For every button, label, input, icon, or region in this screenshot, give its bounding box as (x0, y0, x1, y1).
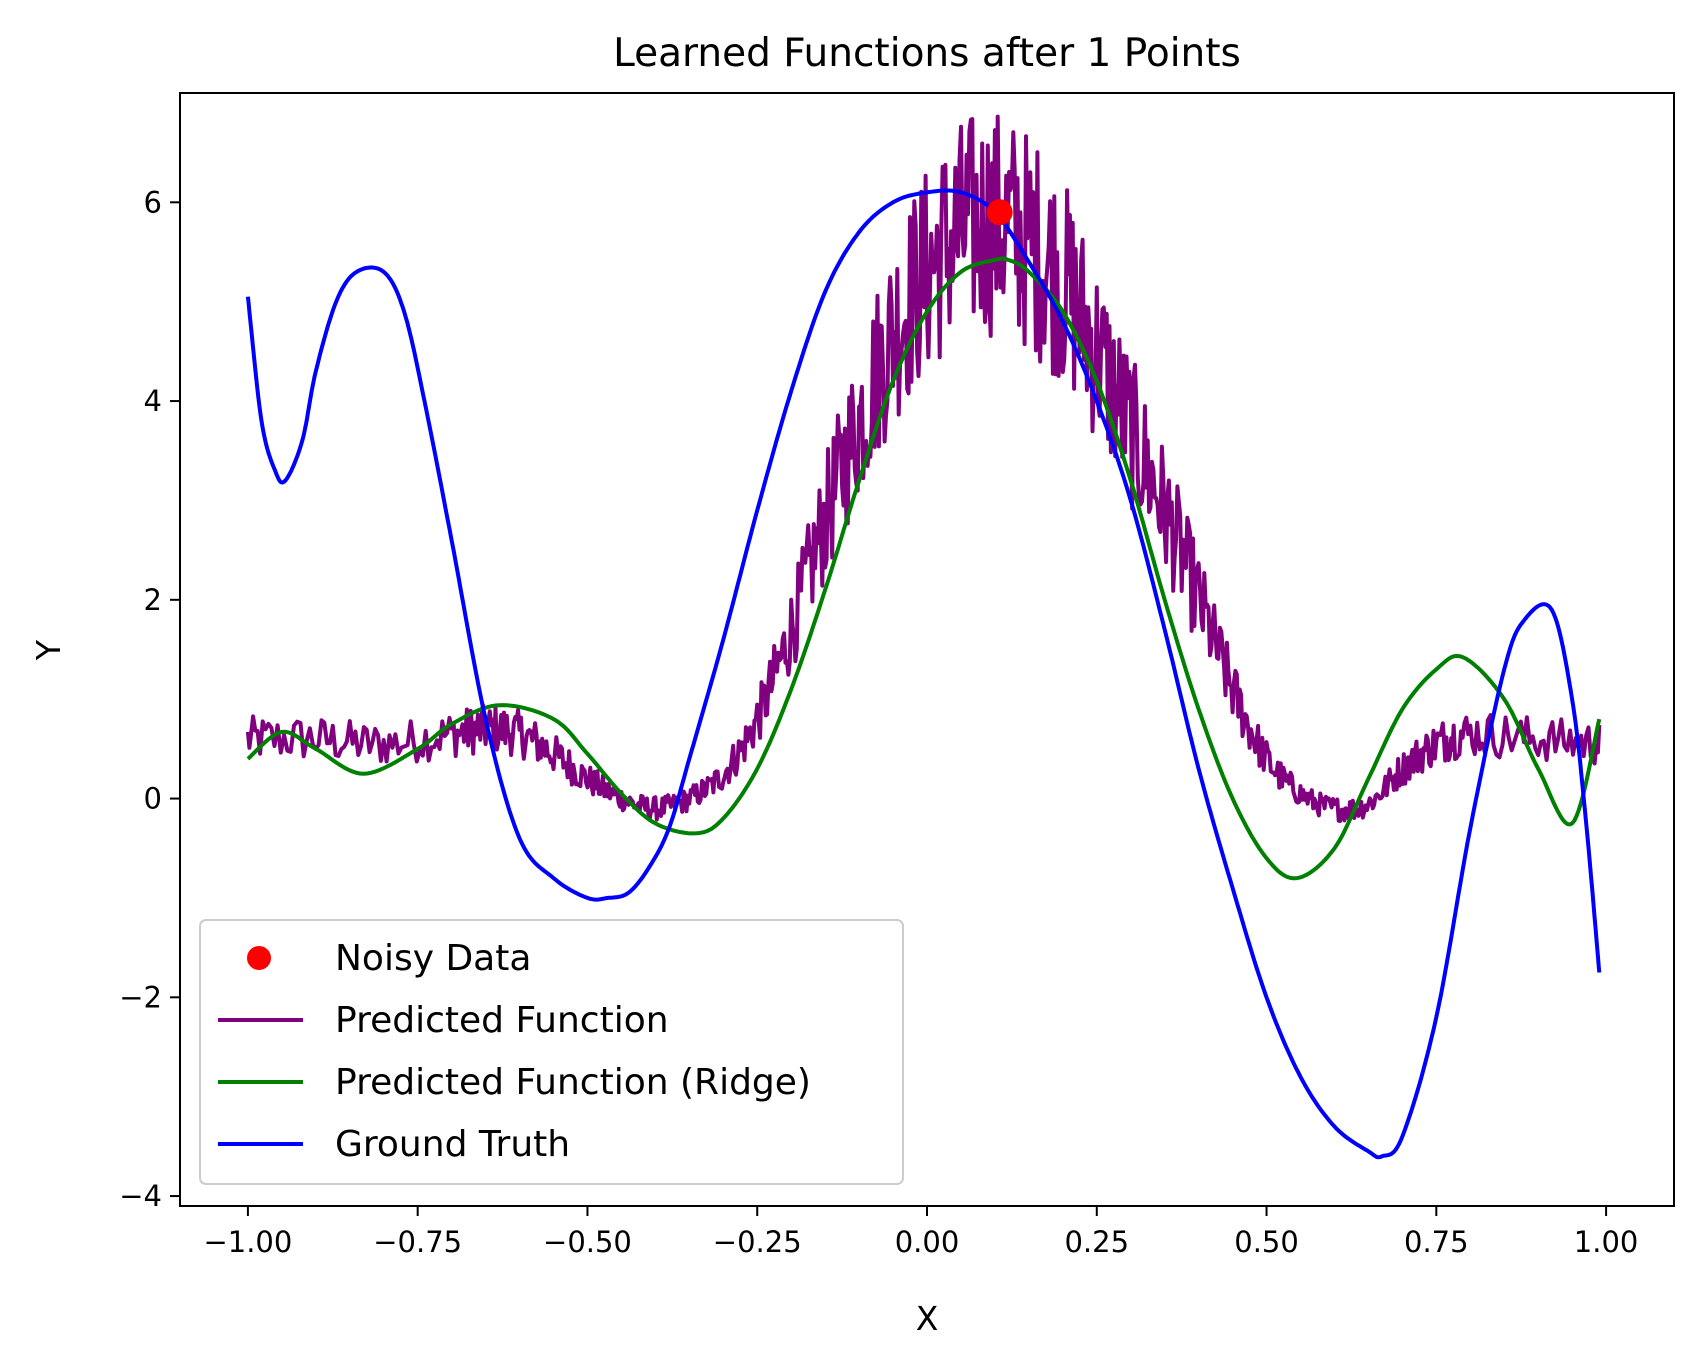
x-axis-ticks: −1.00 −0.75 −0.50 −0.25 0.00 0.25 0.50 0.75 1.00 (203, 1206, 1638, 1259)
x-tick-label: 1.00 (1574, 1225, 1639, 1259)
series-layer (245, 114, 1602, 1160)
x-tick-label: −0.75 (373, 1225, 462, 1259)
y-tick-label: 6 (144, 185, 162, 219)
y-axis-label: Y (29, 639, 68, 661)
chart-title: Learned Functions after 1 Points (613, 31, 1241, 76)
legend-marker-noisy-data (247, 946, 271, 970)
series-line-ground-truth (245, 188, 1602, 1160)
y-tick-label: 4 (144, 384, 162, 418)
legend-label-predicted-function: Predicted Function (335, 1000, 669, 1041)
x-tick-label: −1.00 (203, 1225, 292, 1259)
legend-box (199, 919, 904, 1185)
x-tick-label: 0.00 (895, 1225, 960, 1259)
scatter-layer (986, 199, 1013, 226)
x-tick-label: 0.25 (1064, 1225, 1129, 1259)
x-axis-label: X (916, 1299, 939, 1338)
x-tick-label: −0.50 (543, 1225, 632, 1259)
y-tick-label: 2 (144, 583, 162, 617)
y-tick-label: 0 (144, 782, 162, 816)
y-tick-label: −4 (119, 1179, 162, 1213)
y-tick-label: −2 (119, 980, 162, 1014)
x-tick-label: −0.25 (713, 1225, 802, 1259)
x-tick-label: 0.50 (1234, 1225, 1299, 1259)
x-tick-label: 0.75 (1404, 1225, 1469, 1259)
data-point (986, 199, 1013, 226)
legend: Noisy Data Predicted Function Predicted … (199, 919, 904, 1185)
legend-label-ground-truth: Ground Truth (335, 1124, 570, 1165)
legend-label-predicted-function-ridge: Predicted Function (Ridge) (335, 1062, 811, 1103)
y-axis-ticks: −4 −2 0 2 4 6 (119, 185, 180, 1213)
series-line-predicted-function-ridge (246, 256, 1602, 881)
legend-label-noisy-data: Noisy Data (335, 938, 531, 979)
